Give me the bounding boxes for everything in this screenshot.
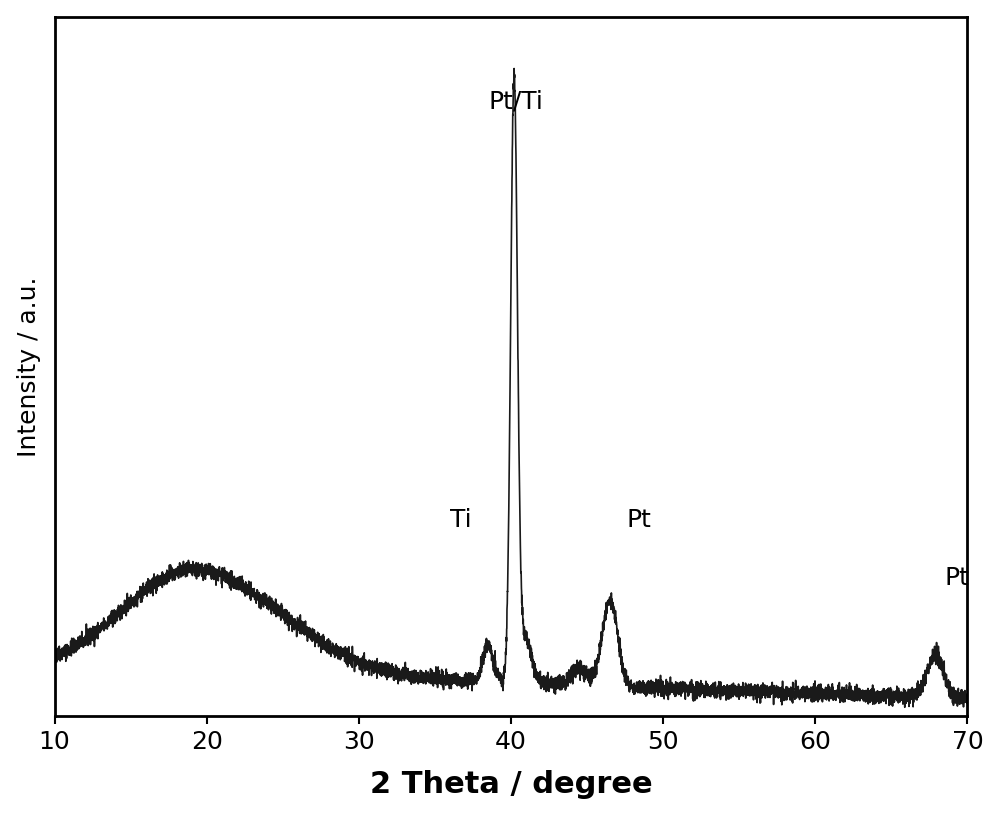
Text: Pt: Pt: [627, 508, 652, 532]
Text: Ti: Ti: [450, 508, 471, 532]
Text: Pt/Ti: Pt/Ti: [488, 90, 543, 114]
Y-axis label: Intensity / a.u.: Intensity / a.u.: [17, 277, 41, 457]
Text: Pt: Pt: [945, 566, 970, 590]
X-axis label: 2 Theta / degree: 2 Theta / degree: [370, 770, 652, 800]
